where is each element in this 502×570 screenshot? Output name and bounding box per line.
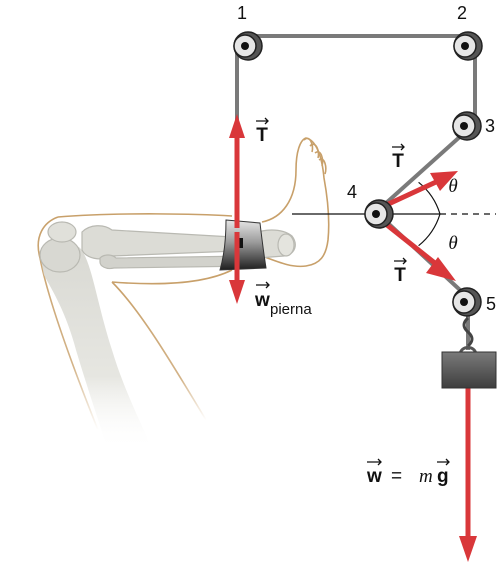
tension-arrow-vertical-head: [229, 114, 245, 138]
leg-bones: [39, 221, 296, 450]
tension-arrow-upper-head: [430, 171, 458, 191]
vector-arrow-icon: [394, 257, 407, 265]
vector-arrow-icon: [367, 458, 382, 466]
vector-labels: T T T θ θ w pierna w = m g: [254, 117, 458, 487]
leg-cuff: [219, 219, 267, 271]
weight-block: [441, 351, 497, 389]
angle-label-upper: θ: [448, 176, 457, 197]
hanging-weight-arrow-head: [459, 536, 477, 562]
weight-g-symbol: g: [437, 466, 449, 487]
leg-weight-arrow-head: [229, 280, 245, 304]
pulley-label-4: 4: [347, 182, 357, 202]
tension-label-upper: T: [392, 143, 405, 172]
reference-lines: [292, 181, 496, 247]
pulley-1: [233, 31, 263, 61]
tension-label-vertical: T: [256, 117, 269, 146]
pulley-label-2: 2: [457, 3, 467, 23]
pulley-labels: 1 2 3 4 5: [237, 3, 496, 314]
tension-arrow-lower-head: [426, 257, 456, 281]
pulley-label-3: 3: [485, 116, 495, 136]
vector-arrow-icon: [256, 117, 269, 125]
angle-arc-upper: [418, 181, 441, 215]
vector-arrow-icon: [437, 458, 450, 466]
leg-weight-label: w pierna: [254, 281, 312, 318]
cuff-buckle: [238, 238, 243, 248]
vector-arrow-icon: [256, 281, 270, 289]
rope-hook: [462, 316, 474, 348]
pulley-label-5: 5: [486, 294, 496, 314]
leg-skin-outline: [37, 137, 330, 431]
weight-mass-symbol: m: [419, 466, 433, 487]
pulley-5: [452, 287, 482, 317]
tension-label-lower: T: [394, 257, 407, 286]
pulley-3: [452, 111, 482, 141]
leg-weight-symbol: w: [254, 290, 270, 311]
tension-arrow-upper-shaft: [380, 179, 438, 210]
angle-arc-lower: [418, 213, 441, 247]
leg-weight-subscript: pierna: [270, 301, 312, 318]
hanging-weight-equation: w = m g: [366, 458, 450, 487]
pulley-2: [453, 31, 483, 61]
vector-arrow-icon: [392, 143, 405, 151]
angle-label-lower: θ: [448, 233, 457, 254]
pulley-4: [364, 199, 394, 229]
tension-symbol: T: [394, 265, 406, 286]
pulley-label-1: 1: [237, 3, 247, 23]
pulleys: [233, 31, 483, 317]
weight-equals-sign: =: [391, 466, 402, 487]
tension-symbol: T: [256, 125, 268, 146]
tension-arrow-lower-shaft: [380, 219, 438, 266]
weight-w-symbol: w: [366, 466, 382, 487]
hanging-weight: [441, 346, 497, 389]
force-arrows: [229, 114, 477, 562]
tension-symbol: T: [392, 151, 404, 172]
